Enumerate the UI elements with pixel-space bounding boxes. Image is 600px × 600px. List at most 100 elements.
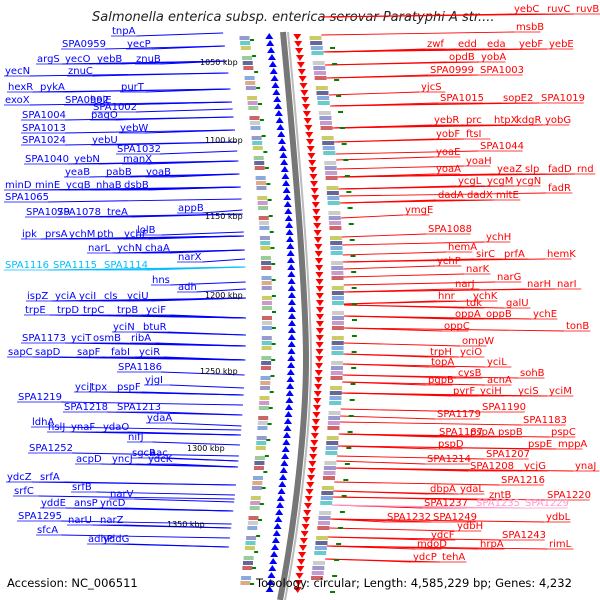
connector-line [145, 88, 231, 93]
feature-track-left [244, 546, 255, 550]
feature-track-right [325, 176, 338, 180]
feature-track-left [261, 361, 272, 365]
gene-glyph-right [308, 160, 317, 166]
feature-track-left [260, 386, 271, 390]
scale-label: 1050 kbp [200, 58, 238, 67]
right-gene-label: ychE [533, 309, 557, 320]
feature-track-left [247, 521, 258, 525]
feature-track-left [243, 556, 254, 560]
gene-glyph-right [306, 482, 315, 488]
gene-glyph-right [315, 321, 324, 327]
gene-glyph-left [283, 425, 292, 431]
gene-glyph-left [287, 271, 296, 277]
gene-glyph-right [315, 293, 324, 299]
connector-line [342, 381, 486, 386]
gene-glyph-left [285, 397, 294, 403]
gene-glyph-right [311, 419, 320, 425]
left-gene-label: yciR [139, 347, 160, 358]
accession-text: Accession: NC_006511 [7, 576, 138, 590]
right-gene-label: yobG [545, 115, 571, 126]
right-gene-label: SPA1235 [476, 498, 520, 509]
connector-line [339, 199, 495, 204]
left-gene-label: sapD [35, 347, 61, 358]
feature-track-left [252, 146, 263, 150]
gene-glyph-left [287, 334, 296, 340]
right-gene-label: SPA1229 [525, 498, 569, 509]
right-gene-label: ompW [462, 336, 494, 347]
connector-line [160, 60, 227, 65]
left-strand-gene-glyphs [265, 33, 296, 592]
feature-track-right [329, 401, 342, 405]
right-gene-label: SPA1015 [440, 93, 484, 104]
left-gene-label: SPA1218 [64, 402, 108, 413]
right-gene-label: pspD [438, 439, 464, 450]
feature-track-left [246, 536, 257, 540]
gene-glyph-left [281, 453, 290, 459]
feature-track-right [331, 361, 344, 365]
connector-line [127, 431, 241, 436]
gene-glyph-right [307, 468, 316, 474]
right-gene-label: ycgN [516, 176, 541, 187]
gene-glyph-right [309, 454, 318, 460]
gene-glyph-right [298, 76, 307, 82]
left-gene-label: minD [5, 180, 32, 191]
left-gene-label: appB [178, 203, 204, 214]
feature-track-right [330, 376, 343, 380]
feature-track-right [331, 291, 344, 295]
feature-track-right [327, 421, 340, 425]
left-gene-label: yncD [100, 498, 126, 509]
left-gene-label: yddE [41, 498, 66, 509]
left-gene-label: ydaA [147, 413, 172, 424]
right-gene-label: SPA1044 [480, 141, 524, 152]
right-gene-label: msbB [516, 22, 544, 33]
connector-line [342, 251, 447, 256]
connector-line [60, 520, 232, 525]
gene-glyph-right [308, 167, 317, 173]
feature-track-left [250, 121, 261, 125]
connector-line [152, 441, 240, 446]
connector-line [134, 498, 235, 503]
left-gene-label: yciF [146, 305, 166, 316]
feature-track-left [256, 186, 267, 190]
feature-track-left [240, 581, 251, 585]
right-gene-label: yjcS [421, 82, 442, 93]
gene-glyph-right [315, 314, 324, 320]
left-gene-label: ynaF [71, 422, 95, 433]
feature-track-left [247, 101, 258, 105]
gene-glyph-right [311, 426, 320, 432]
gene-glyph-left [286, 369, 295, 375]
feature-track-left [260, 256, 271, 260]
feature-track-right [311, 576, 324, 580]
right-gene-label: sopE2 [503, 93, 533, 104]
connector-line [131, 213, 243, 218]
feature-track-left [249, 506, 260, 510]
left-connector-lines [4, 32, 247, 548]
connector-line [116, 141, 237, 146]
feature-track-left [257, 421, 268, 425]
connector-line [168, 457, 239, 462]
gene-glyph-right [315, 307, 324, 313]
right-gene-label: ycgL [458, 176, 482, 187]
connector-line [334, 138, 465, 143]
right-gene-label: zntB [489, 490, 512, 501]
gene-glyph-left [283, 201, 292, 207]
gene-glyph-right [294, 41, 303, 47]
feature-track-left [257, 426, 268, 430]
right-gene-label: SPA1214 [427, 454, 471, 465]
gene-glyph-right [307, 475, 316, 481]
genome-backbone [277, 31, 310, 600]
gene-glyph-left [287, 299, 296, 305]
connector-line [343, 363, 486, 368]
feature-track-left [261, 321, 272, 325]
feature-track-left [256, 441, 267, 445]
connector-line [163, 356, 246, 361]
scale-labels: 1050 kbp 1100 kbp 1150 kbp 1200 kbp 1250… [167, 58, 243, 529]
gene-glyph-left [283, 418, 292, 424]
gene-glyph-right [297, 69, 306, 75]
gene-glyph-left [267, 47, 276, 53]
gene-glyph-right [313, 230, 322, 236]
gene-glyph-left [278, 481, 287, 487]
gene-glyph-right [315, 349, 324, 355]
feature-track-right [328, 416, 341, 420]
feature-track-right [311, 571, 324, 575]
